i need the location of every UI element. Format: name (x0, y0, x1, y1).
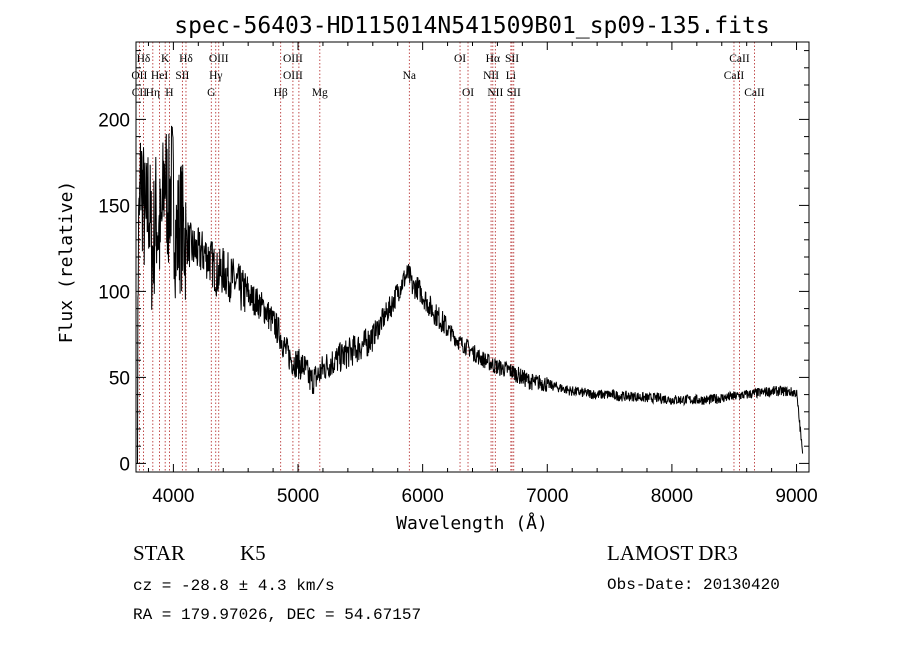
chart-title: spec-56403-HD115014N541509B01_sp09-135.f… (174, 13, 769, 39)
line-annotation-label: Li (506, 70, 516, 82)
x-tick-label: 7000 (526, 486, 568, 507)
x-axis-label: Wavelength (Å) (396, 512, 548, 534)
spectrum-line (136, 125, 804, 464)
line-annotation-label: Hβ (274, 87, 288, 99)
line-annotation-label: HeI (151, 70, 168, 82)
x-tick-label: 8000 (651, 486, 693, 507)
line-annotation-label: OIII (283, 53, 303, 65)
line-annotations: Hδ K Hδ OIII OIII OI Hα SII CaII OII HeI SII Hγ OIII N… (131, 53, 764, 99)
line-annotation-label: Na (403, 70, 416, 82)
line-annotation-label: Hα (486, 53, 500, 65)
y-axis-ticks: 0 50 100 150 200 (98, 50, 809, 475)
object-class: STAR (133, 541, 185, 565)
x-tick-label: 9000 (775, 486, 817, 507)
line-annotation-label: OIII (283, 70, 303, 82)
line-annotation-label: CaII (724, 70, 745, 82)
x-tick-label: 6000 (402, 486, 444, 507)
line-annotation-label: OI (454, 53, 466, 65)
line-annotation-label: SII (507, 87, 521, 99)
obs-date: Obs-Date: 20130420 (607, 576, 780, 594)
coords-text: RA = 179.97026, DEC = 54.67157 (133, 606, 421, 624)
redshift-text: cz = -28.8 ± 4.3 km/s (133, 577, 335, 595)
line-annotation-label: Mg (312, 87, 328, 99)
line-annotation-label: NII (487, 87, 503, 99)
line-annotation-label: CaII (744, 87, 765, 99)
line-annotation-label: OIII (209, 53, 229, 65)
line-annotation-label: G (207, 87, 215, 99)
y-axis-label: Flux (relative) (56, 181, 77, 344)
line-annotation-label: NII (483, 70, 499, 82)
plot-frame (135, 41, 810, 473)
line-annotation-label: H (165, 87, 173, 99)
x-tick-label: 4000 (152, 486, 194, 507)
survey-name: LAMOST DR3 (607, 541, 738, 565)
y-tick-label: 100 (98, 282, 130, 303)
line-annotation-label: Hδ (137, 53, 151, 65)
x-tick-label: 5000 (277, 486, 319, 507)
y-tick-label: 200 (98, 110, 130, 131)
line-annotation-label: CaII (729, 53, 750, 65)
line-annotation-label: SII (175, 70, 189, 82)
line-annotation-label: Hη (146, 87, 160, 99)
y-tick-label: 50 (109, 368, 130, 389)
line-annotation-label: Hγ (209, 70, 222, 82)
line-annotation-label: SII (505, 53, 519, 65)
line-annotation-label: OI (462, 87, 474, 99)
line-annotation-label: Hδ (179, 53, 193, 65)
line-annotation-label: K (161, 53, 170, 65)
y-tick-label: 0 (119, 454, 130, 475)
line-annotation-label: OII (131, 70, 147, 82)
line-markers (138, 42, 755, 472)
x-axis-ticks: 4000 5000 6000 7000 8000 9000 (147, 42, 818, 507)
y-tick-label: 150 (98, 196, 130, 217)
object-subclass: K5 (240, 541, 266, 565)
